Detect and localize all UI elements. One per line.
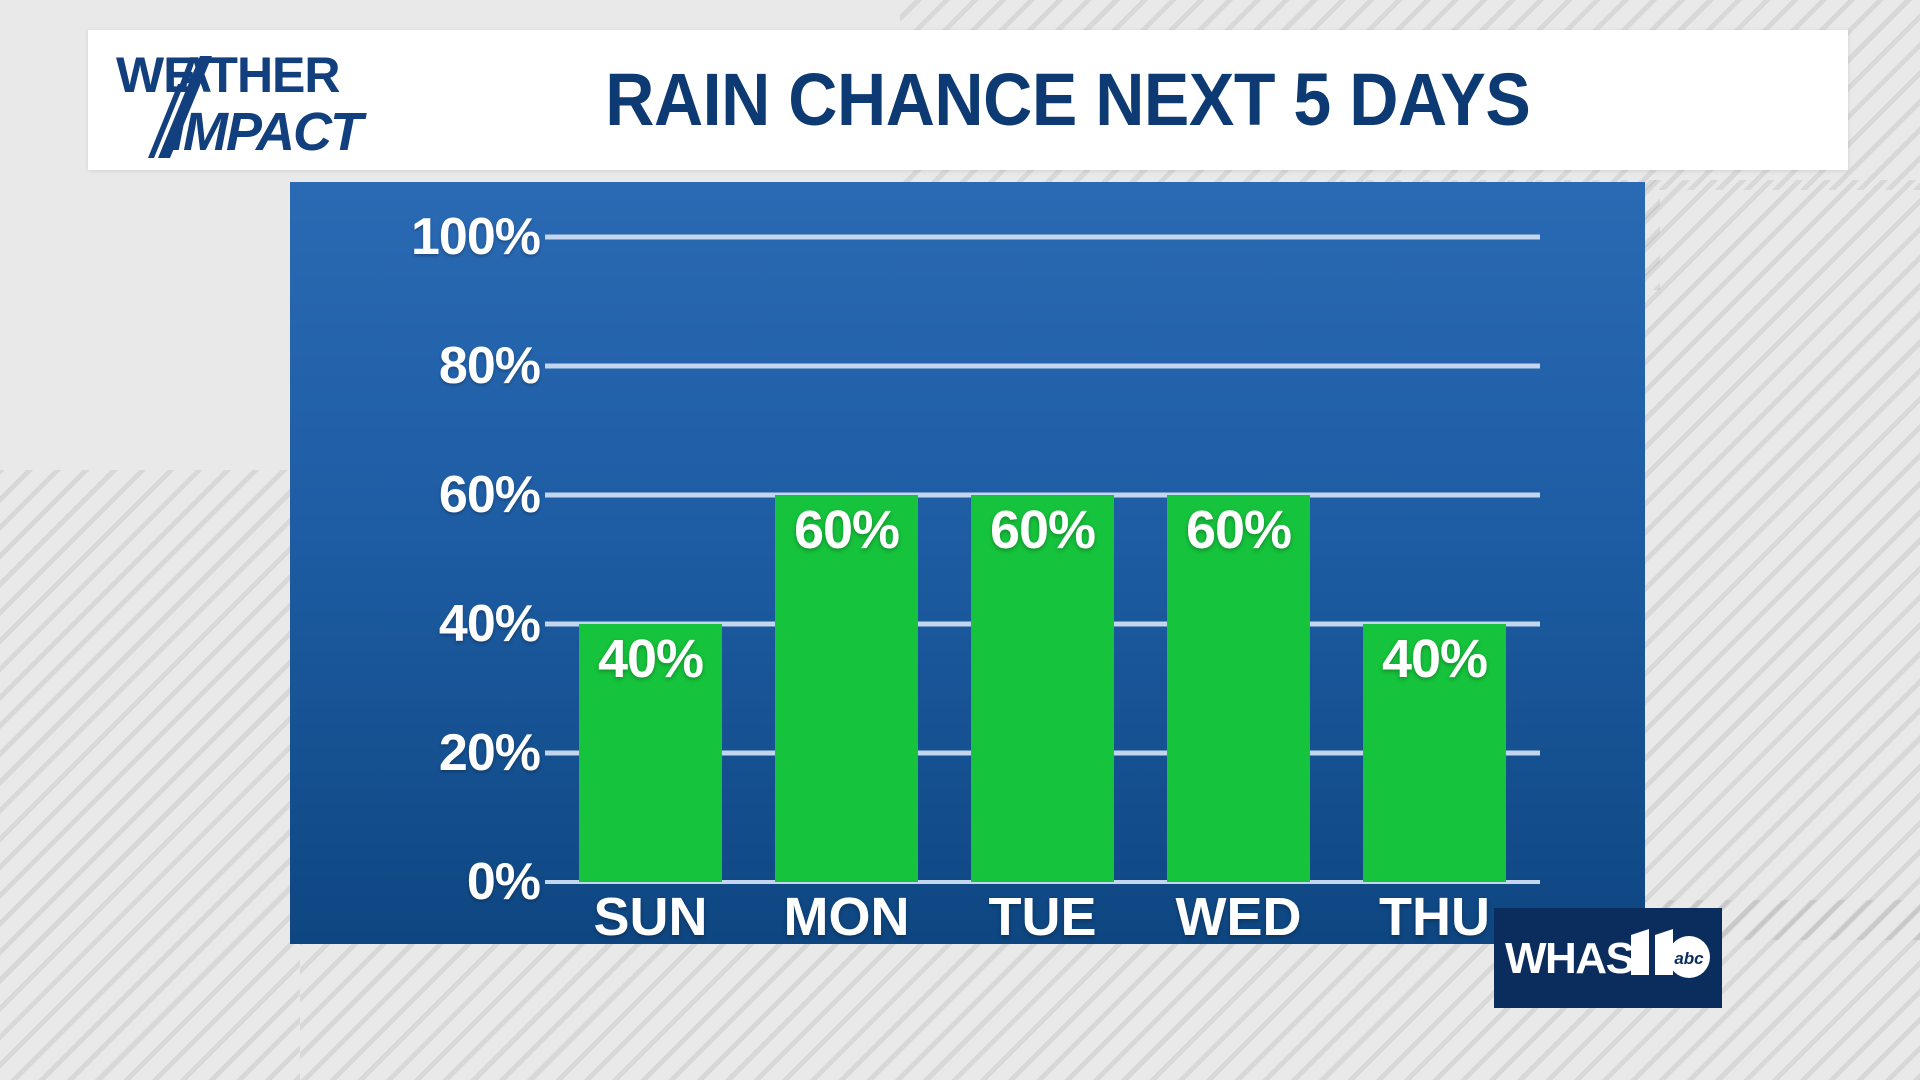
bar[interactable] — [971, 495, 1114, 882]
background-stripe-pattern — [1640, 180, 1920, 940]
bar-value-label: 60% — [1185, 500, 1292, 560]
y-axis-label-20: 20% — [438, 724, 541, 782]
page-title: RAIN CHANCE NEXT 5 DAYS — [605, 58, 1531, 141]
y-axis-label-40: 40% — [438, 595, 541, 653]
bar[interactable] — [775, 495, 918, 882]
gridline-100 — [545, 234, 1540, 240]
bar[interactable] — [1167, 495, 1310, 882]
bar-value-label: 60% — [793, 500, 900, 560]
svg-text:abc: abc — [1674, 949, 1704, 968]
bar[interactable] — [579, 624, 722, 882]
header-bar: WE ATHER IMPACT RAIN CHANCE NEXT 5 DAYS — [88, 30, 1848, 170]
bar-slot: 60% WED — [1167, 182, 1310, 944]
x-axis-label-sun: SUN — [593, 887, 708, 947]
svg-text:WHAS: WHAS — [1505, 934, 1634, 983]
svg-text:WE: WE — [116, 46, 196, 102]
y-axis-label-80: 80% — [438, 337, 541, 395]
weather-impact-logo: WE ATHER IMPACT — [114, 40, 444, 160]
gridline-0 — [545, 880, 1540, 884]
y-axis-label-60: 60% — [438, 466, 541, 524]
svg-text:IMPACT: IMPACT — [170, 102, 367, 160]
bar[interactable] — [1363, 624, 1506, 882]
y-axis-label-0: 0% — [466, 853, 541, 911]
bar-slot: 40% SUN — [579, 182, 722, 944]
x-axis-label-mon: MON — [783, 887, 910, 947]
x-axis-label-thu: THU — [1379, 887, 1490, 947]
gridline-80 — [545, 363, 1540, 369]
bar-value-label: 60% — [989, 500, 1096, 560]
background-stripe-pattern — [0, 470, 300, 1080]
bar-slot: 60% MON — [775, 182, 918, 944]
bar-value-label: 40% — [597, 629, 704, 689]
whas11-station-logo: WHAS abc — [1494, 908, 1722, 1008]
bar-slot: 40% THU — [1363, 182, 1506, 944]
plot-area: 0% 20% 40% 60% 80% 100% 40% SUN 60% MON 60% TUE 60%… — [290, 182, 1645, 944]
bar-slot: 60% TUE — [971, 182, 1114, 944]
bars-layer: 40% SUN 60% MON 60% TUE 60% WED 40% THU — [579, 182, 1506, 944]
x-axis-label-wed: WED — [1175, 887, 1302, 947]
bar-value-label: 40% — [1381, 629, 1488, 689]
rain-chance-chart-panel: 0% 20% 40% 60% 80% 100% 40% SUN 60% MON 60% TUE 60%… — [290, 182, 1645, 944]
x-axis-label-tue: TUE — [988, 887, 1097, 947]
y-axis-label-100: 100% — [411, 208, 541, 266]
